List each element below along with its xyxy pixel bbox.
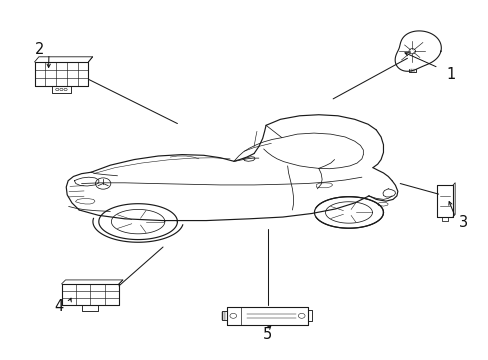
Text: 4: 4 [54, 299, 63, 314]
Text: 2: 2 [35, 42, 44, 57]
Text: 1: 1 [445, 67, 454, 82]
Text: 5: 5 [263, 327, 271, 342]
Text: 3: 3 [459, 215, 468, 230]
